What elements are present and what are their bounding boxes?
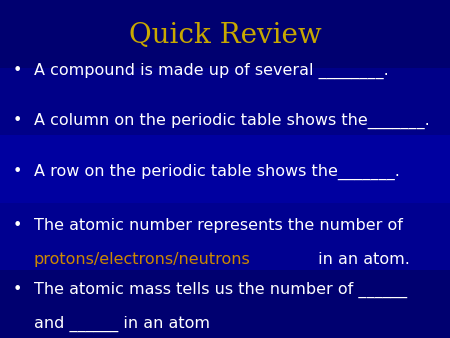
Text: •: • bbox=[13, 282, 22, 297]
Text: A compound is made up of several ________.: A compound is made up of several _______… bbox=[34, 63, 388, 79]
Text: in an atom.: in an atom. bbox=[314, 252, 410, 267]
Bar bbox=[0, 203, 450, 270]
Text: A row on the periodic table shows the_______.: A row on the periodic table shows the___… bbox=[34, 164, 400, 180]
Text: protons/electrons/neutrons: protons/electrons/neutrons bbox=[34, 252, 251, 267]
Bar bbox=[0, 135, 450, 203]
Text: •: • bbox=[13, 164, 22, 179]
Bar bbox=[0, 0, 450, 68]
Text: •: • bbox=[13, 113, 22, 128]
Text: •: • bbox=[13, 63, 22, 77]
Text: and ______ in an atom: and ______ in an atom bbox=[34, 316, 210, 332]
Text: •: • bbox=[13, 218, 22, 233]
Text: The atomic mass tells us the number of ______: The atomic mass tells us the number of _… bbox=[34, 282, 407, 298]
Bar bbox=[0, 270, 450, 338]
Text: A column on the periodic table shows the_______.: A column on the periodic table shows the… bbox=[34, 113, 429, 129]
Text: Quick Review: Quick Review bbox=[129, 22, 321, 49]
Text: The atomic number represents the number of: The atomic number represents the number … bbox=[34, 218, 403, 233]
Bar bbox=[0, 68, 450, 135]
